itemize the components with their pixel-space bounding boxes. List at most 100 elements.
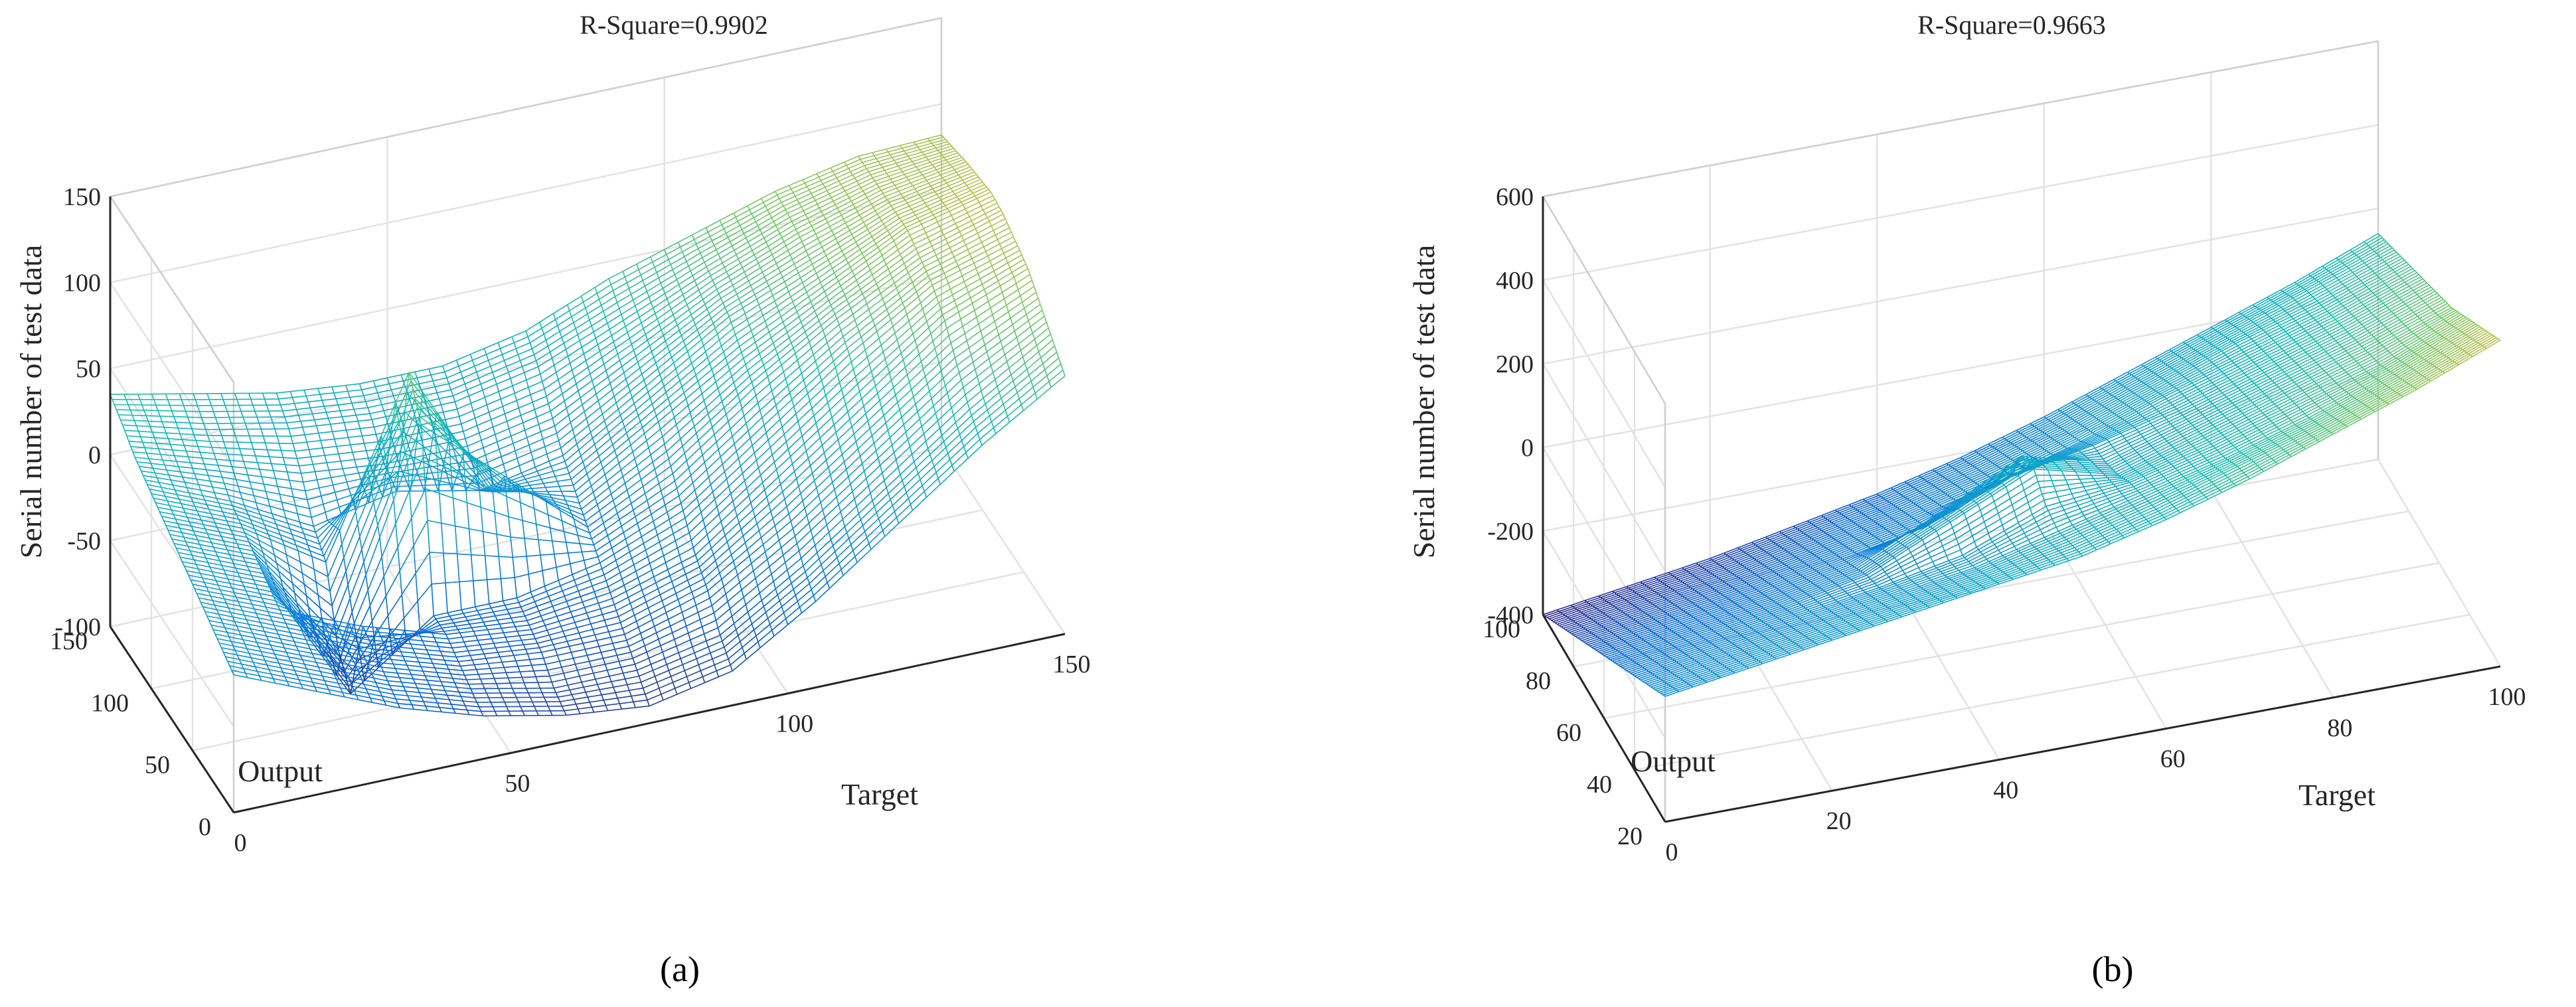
- mesh-line-x: [671, 398, 686, 411]
- mesh-line-x: [769, 371, 784, 384]
- mesh-line-y: [284, 464, 288, 473]
- mesh-line-x: [726, 400, 741, 415]
- mesh-line-x: [579, 491, 594, 504]
- mesh-line-y: [456, 554, 460, 582]
- mesh-line-x: [424, 444, 438, 449]
- mesh-line-x: [645, 594, 661, 603]
- mesh-line-x: [389, 684, 404, 688]
- mesh-line-x: [825, 246, 841, 256]
- mesh-line-x: [881, 211, 896, 222]
- mesh-line-x: [983, 202, 998, 210]
- mesh-line-x: [748, 271, 763, 281]
- mesh-line-x: [585, 510, 600, 522]
- mesh-line-x: [803, 203, 818, 212]
- mesh-line-x: [559, 485, 574, 487]
- mesh-line-y: [131, 415, 135, 421]
- mesh-line-x: [529, 657, 544, 660]
- mesh-line-x: [355, 478, 370, 512]
- mesh-line-x: [605, 414, 621, 427]
- mesh-line-x: [214, 522, 229, 526]
- mesh-line-x: [625, 675, 639, 680]
- mesh-line-x: [615, 287, 629, 297]
- mesh-line-x: [926, 174, 941, 181]
- mesh-line-x: [396, 380, 412, 414]
- mesh-line-x: [451, 438, 466, 443]
- mesh-line-y: [262, 435, 266, 443]
- mesh-line-x: [932, 183, 947, 190]
- mesh-line-x: [670, 256, 685, 266]
- mesh-line-x: [547, 337, 562, 347]
- mesh-line-x: [669, 392, 684, 405]
- mesh-line-x: [903, 217, 918, 225]
- mesh-line-x: [540, 553, 554, 556]
- mesh-line-y: [187, 417, 191, 424]
- mesh-line-x: [894, 272, 909, 284]
- mesh-line-x: [927, 134, 942, 139]
- mesh-line-x: [700, 434, 715, 448]
- mesh-line-x: [681, 554, 696, 563]
- mesh-line-y: [248, 393, 252, 400]
- mesh-line-x: [640, 469, 655, 481]
- mesh-line-x: [817, 230, 833, 239]
- mesh-line-x: [572, 691, 586, 696]
- mesh-line-x: [258, 539, 273, 548]
- mesh-line-x: [718, 670, 733, 678]
- mesh-line-x: [486, 656, 501, 659]
- mesh-line-x: [746, 309, 762, 320]
- mesh-line-x: [335, 503, 350, 528]
- mesh-line-x: [215, 551, 230, 556]
- mesh-line-x: [238, 601, 252, 605]
- mesh-line-x: [736, 246, 751, 256]
- mesh-line-x: [744, 225, 758, 234]
- mesh-line-x: [264, 558, 280, 572]
- mesh-line-x: [520, 502, 534, 509]
- mesh-line-x: [595, 487, 609, 499]
- mesh-line-x: [360, 426, 374, 429]
- mesh-line-x: [233, 563, 248, 567]
- mesh-line-x: [738, 250, 753, 260]
- surface-mesh-a: [110, 134, 1066, 717]
- mesh-line-x: [422, 437, 436, 441]
- mesh-line-x: [807, 564, 822, 578]
- mesh-line-x: [271, 463, 285, 465]
- mesh-line-x: [155, 472, 169, 476]
- mesh-line-y: [399, 570, 403, 595]
- mesh-line-x: [418, 472, 432, 475]
- mesh-line-x: [624, 472, 639, 484]
- mesh-line-x: [350, 443, 364, 445]
- mesh-line-x: [308, 672, 323, 677]
- mesh-line-x: [489, 463, 504, 471]
- mesh-line-y: [203, 463, 207, 470]
- mesh-line-x: [196, 564, 210, 568]
- mesh-line-x: [478, 372, 493, 379]
- mesh-line-x: [814, 259, 829, 270]
- mesh-line-x: [904, 252, 919, 264]
- mesh-line-x: [993, 222, 1008, 231]
- mesh-line-x: [754, 285, 769, 295]
- mesh-line-x: [379, 662, 394, 665]
- mesh-line-y: [401, 594, 405, 619]
- mesh-line-x: [633, 556, 648, 566]
- mesh-line-x: [708, 641, 723, 648]
- mesh-line-x: [659, 362, 675, 375]
- mesh-line-x: [937, 145, 952, 151]
- mesh-line-x: [654, 458, 669, 470]
- mesh-line-y: [405, 435, 409, 443]
- mesh-line-x: [177, 494, 191, 498]
- mesh-line-x: [570, 560, 584, 565]
- mesh-line-x: [850, 193, 866, 202]
- mesh-line-x: [556, 563, 570, 568]
- mesh-line-y: [269, 506, 273, 514]
- mesh-line-x: [373, 615, 389, 637]
- mesh-line-x: [832, 258, 846, 270]
- mesh-line-x: [735, 324, 750, 335]
- mesh-line-x: [963, 433, 979, 447]
- mesh-line-x: [916, 140, 930, 145]
- mesh-line-x: [907, 223, 922, 232]
- mesh-line-x: [609, 319, 624, 330]
- mesh-line-x: [610, 633, 625, 638]
- mesh-line-y: [163, 427, 167, 433]
- mesh-line-x: [237, 441, 252, 443]
- mesh-line-x: [945, 154, 961, 161]
- mesh-line-x: [770, 281, 785, 291]
